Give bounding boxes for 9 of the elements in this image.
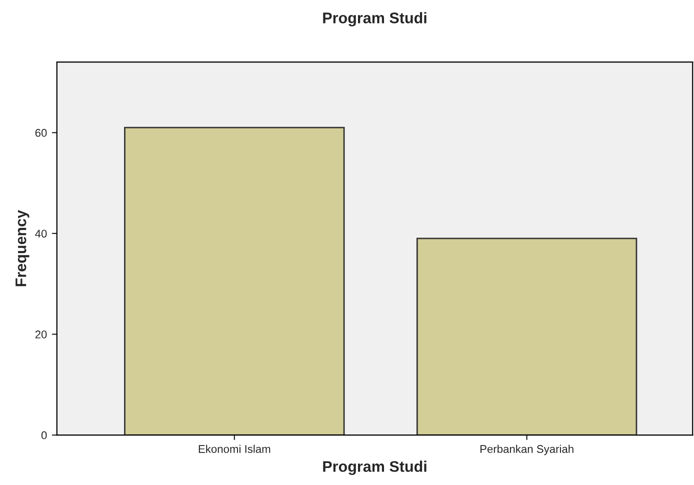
x-tick-label: Ekonomi Islam [198,444,270,453]
x-axis-title: Program Studi [323,460,426,475]
y-tick-label: 0 [41,431,47,440]
x-tick-label: Perbankan Syariah [480,444,574,456]
y-tick-label: 40 [35,230,47,238]
y-tick-label: 60 [35,128,47,137]
chart-title: Program Studi [323,12,426,26]
y-axis-title: Frequency [16,210,30,286]
y-tick-label: 20 [35,330,47,338]
